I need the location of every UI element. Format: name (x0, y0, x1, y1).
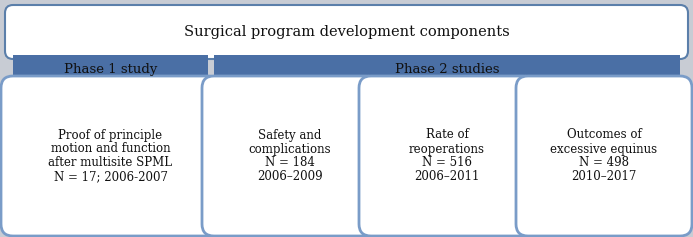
FancyBboxPatch shape (202, 76, 378, 236)
Text: Phase 1 study: Phase 1 study (64, 63, 157, 76)
Text: Rate of: Rate of (426, 128, 468, 141)
Text: after multisite SPML: after multisite SPML (49, 156, 173, 169)
FancyBboxPatch shape (1, 76, 220, 236)
Text: excessive equinus: excessive equinus (550, 142, 658, 155)
Text: reoperations: reoperations (409, 142, 485, 155)
Bar (214, 55, 680, 83)
FancyBboxPatch shape (5, 5, 688, 59)
Text: N = 17; 2006-2007: N = 17; 2006-2007 (53, 170, 168, 183)
FancyBboxPatch shape (359, 76, 535, 236)
Bar (13, 55, 208, 83)
Text: N = 498: N = 498 (579, 156, 629, 169)
Text: motion and function: motion and function (51, 142, 170, 155)
Text: Phase 2 studies: Phase 2 studies (395, 63, 499, 76)
Text: N = 516: N = 516 (422, 156, 472, 169)
Text: complications: complications (249, 142, 331, 155)
Text: Safety and: Safety and (258, 128, 322, 141)
Text: 2006–2011: 2006–2011 (414, 170, 480, 183)
Text: N = 184: N = 184 (265, 156, 315, 169)
Text: 2010–2017: 2010–2017 (571, 170, 637, 183)
FancyBboxPatch shape (516, 76, 692, 236)
Text: Proof of principle: Proof of principle (58, 128, 163, 141)
Text: 2006–2009: 2006–2009 (257, 170, 323, 183)
Text: Outcomes of: Outcomes of (567, 128, 642, 141)
Text: Surgical program development components: Surgical program development components (184, 25, 509, 39)
